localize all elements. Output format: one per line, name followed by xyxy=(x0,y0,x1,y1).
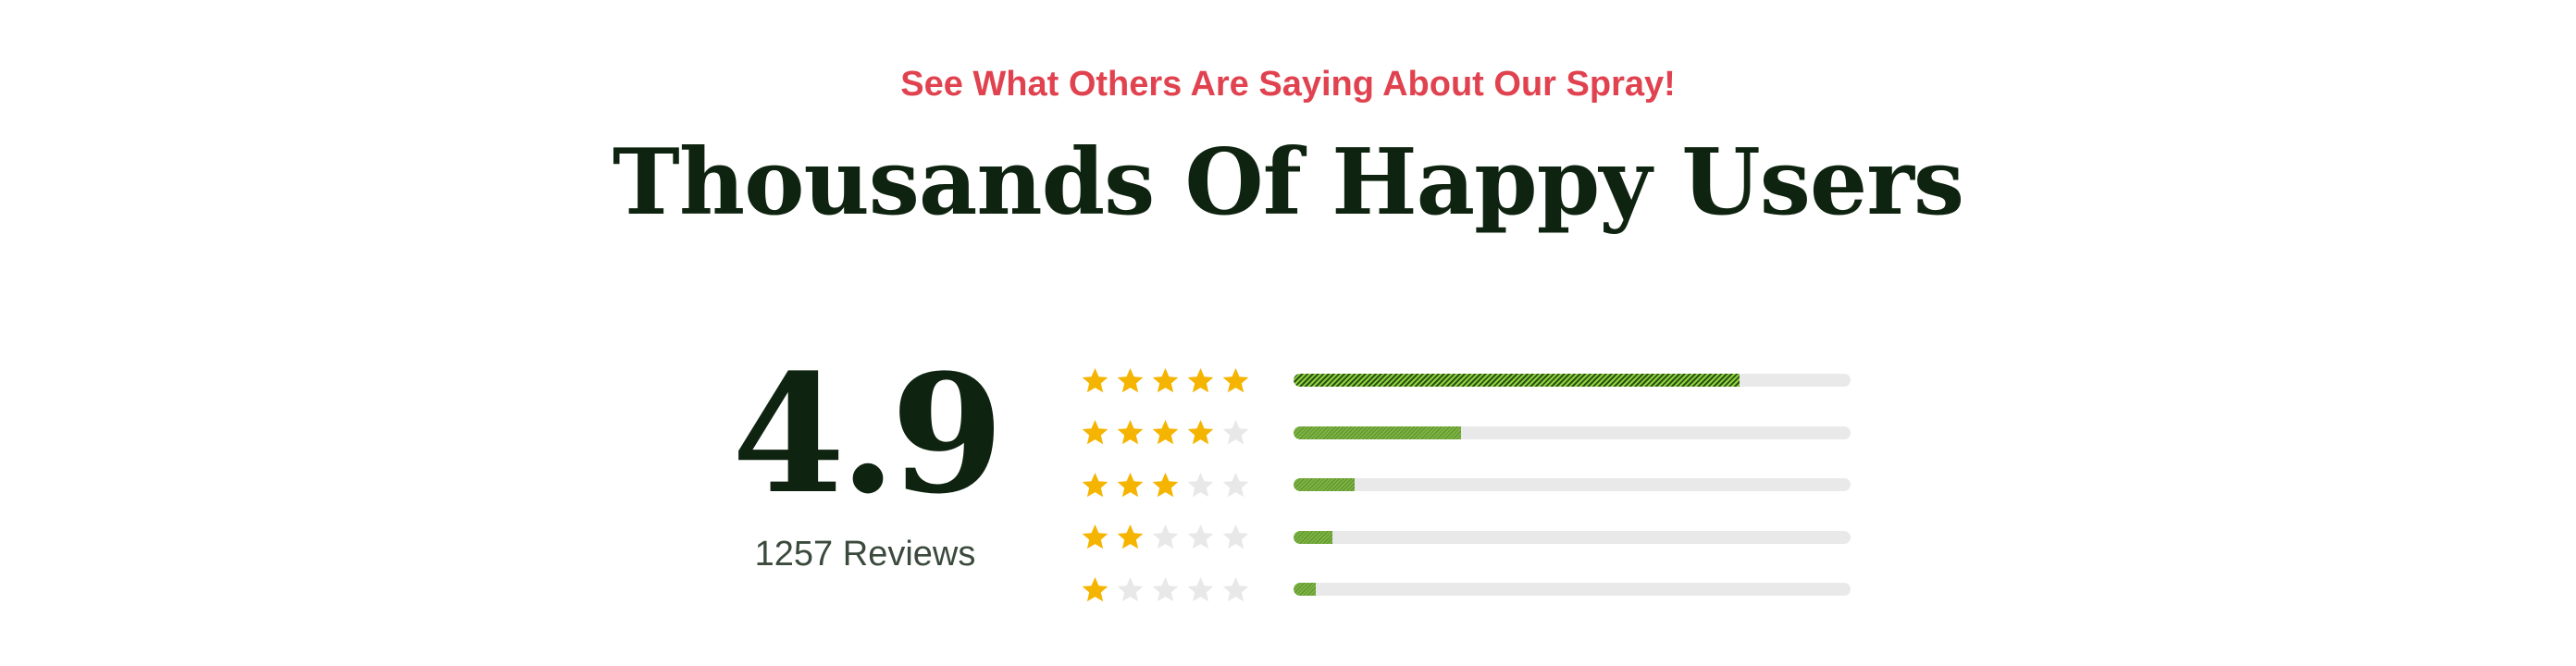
star-filled-icon xyxy=(1152,420,1179,445)
rating-bar-track xyxy=(1294,478,1851,492)
star-empty-icon xyxy=(1152,576,1179,602)
rating-bar-track xyxy=(1294,583,1851,597)
star-filled-icon xyxy=(1082,367,1108,393)
star-empty-icon xyxy=(1152,524,1179,549)
rating-row-3-stars[interactable] xyxy=(1081,459,1851,512)
rating-bar-fill xyxy=(1294,426,1461,439)
star-filled-icon xyxy=(1187,420,1214,445)
rating-bar-track xyxy=(1294,426,1851,439)
star-filled-icon xyxy=(1082,576,1108,602)
rating-bar-track xyxy=(1294,374,1851,388)
rating-bar-track xyxy=(1294,530,1851,544)
star-group xyxy=(1081,471,1294,500)
star-filled-icon xyxy=(1117,524,1144,549)
star-empty-icon xyxy=(1187,472,1214,498)
rating-bar-fill xyxy=(1294,583,1317,597)
star-filled-icon xyxy=(1117,420,1144,445)
average-rating: 4.9 xyxy=(731,339,1004,530)
star-empty-icon xyxy=(1222,420,1249,445)
star-group xyxy=(1081,366,1294,395)
star-filled-icon xyxy=(1187,367,1214,393)
star-group xyxy=(1081,418,1294,447)
star-empty-icon xyxy=(1117,576,1144,602)
star-group xyxy=(1081,523,1294,551)
rating-bar-fill xyxy=(1294,374,1740,388)
rating-row-2-stars[interactable] xyxy=(1081,512,1851,564)
star-empty-icon xyxy=(1222,524,1249,549)
star-empty-icon xyxy=(1187,576,1214,602)
rating-distribution xyxy=(1081,354,1851,616)
star-filled-icon xyxy=(1082,472,1108,498)
star-empty-icon xyxy=(1222,576,1249,602)
rating-row-5-stars[interactable] xyxy=(1081,354,1851,407)
section-title: Thousands Of Happy Users xyxy=(612,130,1964,236)
rating-bar-fill xyxy=(1294,478,1356,492)
star-filled-icon xyxy=(1152,472,1179,498)
star-filled-icon xyxy=(1222,367,1249,393)
rating-bar-fill xyxy=(1294,530,1333,544)
star-empty-icon xyxy=(1222,472,1249,498)
star-filled-icon xyxy=(1082,524,1108,549)
star-filled-icon xyxy=(1152,367,1179,393)
section-subtitle: See What Others Are Saying About Our Spr… xyxy=(900,65,1676,104)
star-filled-icon xyxy=(1117,367,1144,393)
star-filled-icon xyxy=(1117,472,1144,498)
review-count: 1257 Reviews xyxy=(754,535,976,574)
star-filled-icon xyxy=(1082,420,1108,445)
star-empty-icon xyxy=(1187,524,1214,549)
rating-row-4-stars[interactable] xyxy=(1081,407,1851,460)
rating-row-1-stars[interactable] xyxy=(1081,563,1851,616)
star-group xyxy=(1081,575,1294,604)
